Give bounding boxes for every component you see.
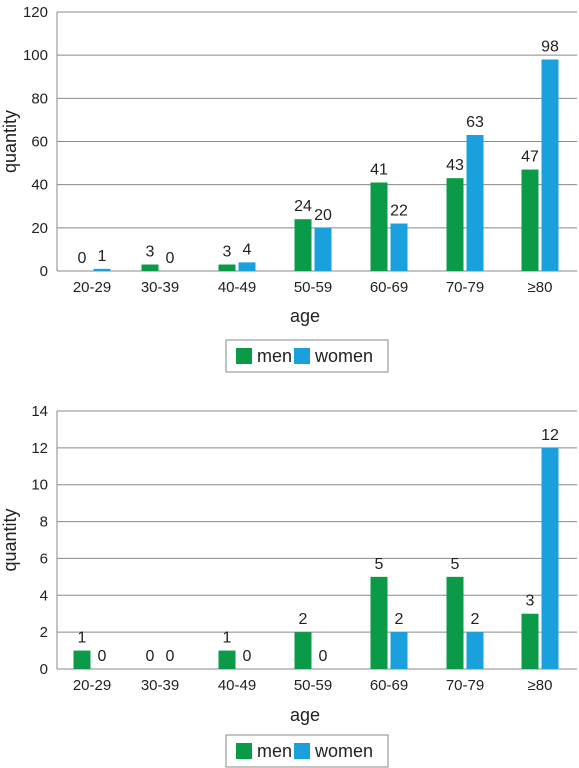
y-axis-title-1: quantity (0, 508, 20, 571)
value-label-women-1-0: 0 (98, 648, 107, 665)
value-label-men-0-0: 0 (78, 250, 87, 267)
bar-women-0-4 (390, 223, 408, 271)
y-tick-label-0-2: 40 (31, 177, 48, 194)
bar-women-0-5 (466, 135, 484, 271)
bar-women-0-0 (93, 268, 111, 271)
value-label-women-0-4: 22 (390, 203, 408, 220)
bar-men-0-3 (294, 219, 312, 271)
x-tick-label-1-4: 60-69 (370, 677, 408, 694)
y-tick-label-0-3: 60 (31, 134, 48, 151)
y-tick-label-0-4: 80 (31, 90, 48, 107)
value-label-men-1-1: 0 (146, 648, 155, 665)
value-label-women-1-6: 12 (541, 427, 559, 444)
value-label-men-1-3: 2 (299, 611, 308, 628)
x-axis-title-0: age (290, 306, 320, 326)
bar-men-0-2 (218, 264, 236, 271)
value-label-men-1-2: 1 (223, 630, 232, 647)
bar-women-1-6 (541, 447, 559, 669)
bar-women-1-5 (466, 632, 484, 669)
x-tick-label-1-6: ≥80 (528, 677, 553, 694)
value-label-men-0-2: 3 (223, 244, 232, 261)
value-label-men-1-4: 5 (375, 556, 384, 573)
value-label-men-0-3: 24 (294, 198, 312, 215)
x-tick-label-1-3: 50-59 (294, 677, 332, 694)
y-tick-label-1-6: 12 (31, 440, 48, 457)
bar-women-0-2 (238, 262, 256, 271)
value-label-women-1-5: 2 (471, 611, 480, 628)
x-tick-label-0-5: 70-79 (446, 279, 484, 296)
value-label-women-0-6: 98 (541, 38, 559, 55)
value-label-women-1-2: 0 (243, 648, 252, 665)
x-tick-label-0-4: 60-69 (370, 279, 408, 296)
legend-label-men-1: men (257, 741, 292, 761)
y-tick-label-1-2: 4 (40, 587, 48, 604)
bar-women-0-3 (314, 227, 332, 271)
value-label-women-1-4: 2 (395, 611, 404, 628)
y-tick-label-1-7: 14 (31, 403, 48, 420)
value-label-women-0-1: 0 (166, 250, 175, 267)
legend-label-women-1: women (314, 741, 373, 761)
y-tick-label-1-3: 6 (40, 550, 48, 567)
y-tick-label-0-0: 0 (40, 263, 48, 280)
y-tick-label-1-1: 2 (40, 624, 48, 641)
legend-label-men-0: men (257, 346, 292, 366)
value-label-men-0-4: 41 (370, 162, 388, 179)
y-tick-label-1-4: 8 (40, 514, 48, 531)
value-label-women-0-5: 63 (466, 114, 484, 131)
y-tick-label-0-1: 20 (31, 220, 48, 237)
bar-men-0-6 (521, 169, 539, 271)
value-label-women-1-1: 0 (166, 648, 175, 665)
bar-men-0-4 (370, 182, 388, 271)
value-label-women-1-3: 0 (319, 648, 328, 665)
y-tick-label-1-5: 10 (31, 477, 48, 494)
y-axis-title-0: quantity (0, 110, 20, 173)
value-label-women-0-0: 1 (98, 248, 107, 265)
x-tick-label-1-0: 20-29 (73, 677, 111, 694)
x-tick-label-1-2: 40-49 (218, 677, 256, 694)
x-tick-label-0-2: 40-49 (218, 279, 256, 296)
value-label-women-0-3: 20 (314, 207, 332, 224)
y-tick-label-0-6: 120 (23, 4, 48, 21)
bar-men-1-5 (446, 576, 464, 669)
value-label-men-0-1: 3 (146, 244, 155, 261)
x-tick-label-1-5: 70-79 (446, 677, 484, 694)
bar-men-1-3 (294, 632, 312, 669)
bar-men-1-4 (370, 576, 388, 669)
legend-swatch-men-1 (236, 743, 252, 759)
bar-women-1-4 (390, 632, 408, 669)
x-tick-label-0-1: 30-39 (141, 279, 179, 296)
bar-men-1-2 (218, 650, 236, 669)
bar-men-1-6 (521, 613, 539, 669)
bar-men-0-1 (141, 264, 159, 271)
legend-label-women-0: women (314, 346, 373, 366)
bar-men-0-5 (446, 178, 464, 271)
x-tick-label-1-1: 30-39 (141, 677, 179, 694)
bar-women-0-6 (541, 59, 559, 271)
y-tick-label-1-0: 0 (40, 661, 48, 678)
x-axis-title-1: age (290, 705, 320, 725)
value-label-men-0-6: 47 (521, 149, 539, 166)
bar-men-1-0 (73, 650, 91, 669)
legend-swatch-women-0 (294, 348, 310, 364)
x-tick-label-0-0: 20-29 (73, 279, 111, 296)
legend-swatch-men-0 (236, 348, 252, 364)
value-label-women-0-2: 4 (243, 241, 252, 258)
value-label-men-1-6: 3 (526, 593, 535, 610)
value-label-men-1-5: 5 (451, 556, 460, 573)
x-tick-label-0-6: ≥80 (528, 279, 553, 296)
y-tick-label-0-5: 100 (23, 47, 48, 64)
value-label-men-0-5: 43 (446, 157, 464, 174)
legend-swatch-women-1 (294, 743, 310, 759)
value-label-men-1-0: 1 (78, 630, 87, 647)
x-tick-label-0-3: 50-59 (294, 279, 332, 296)
